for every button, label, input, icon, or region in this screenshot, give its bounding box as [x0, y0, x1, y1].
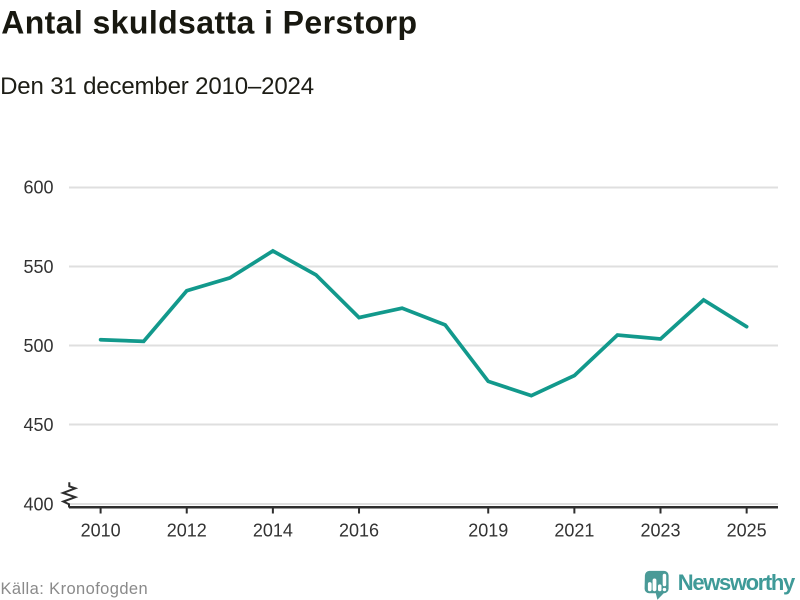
svg-text:Antal skuldsatta i Perstorp: Antal skuldsatta i Perstorp — [1, 5, 417, 41]
svg-text:2012: 2012 — [167, 521, 207, 541]
svg-text:Den 31 december 2010–2024: Den 31 december 2010–2024 — [0, 73, 314, 100]
svg-text:Källa: Kronofogden: Källa: Kronofogden — [1, 580, 149, 598]
svg-text:Newsworthy: Newsworthy — [678, 570, 796, 595]
svg-text:2010: 2010 — [81, 521, 121, 541]
svg-text:2023: 2023 — [640, 521, 680, 541]
svg-text:2025: 2025 — [727, 521, 767, 541]
svg-text:2021: 2021 — [554, 521, 594, 541]
svg-text:400: 400 — [23, 494, 53, 514]
svg-text:500: 500 — [23, 336, 53, 356]
svg-text:2014: 2014 — [253, 521, 293, 541]
svg-text:600: 600 — [23, 178, 53, 198]
svg-text:2016: 2016 — [339, 521, 379, 541]
svg-text:450: 450 — [23, 415, 53, 435]
svg-text:2019: 2019 — [468, 521, 508, 541]
svg-text:550: 550 — [23, 257, 53, 277]
